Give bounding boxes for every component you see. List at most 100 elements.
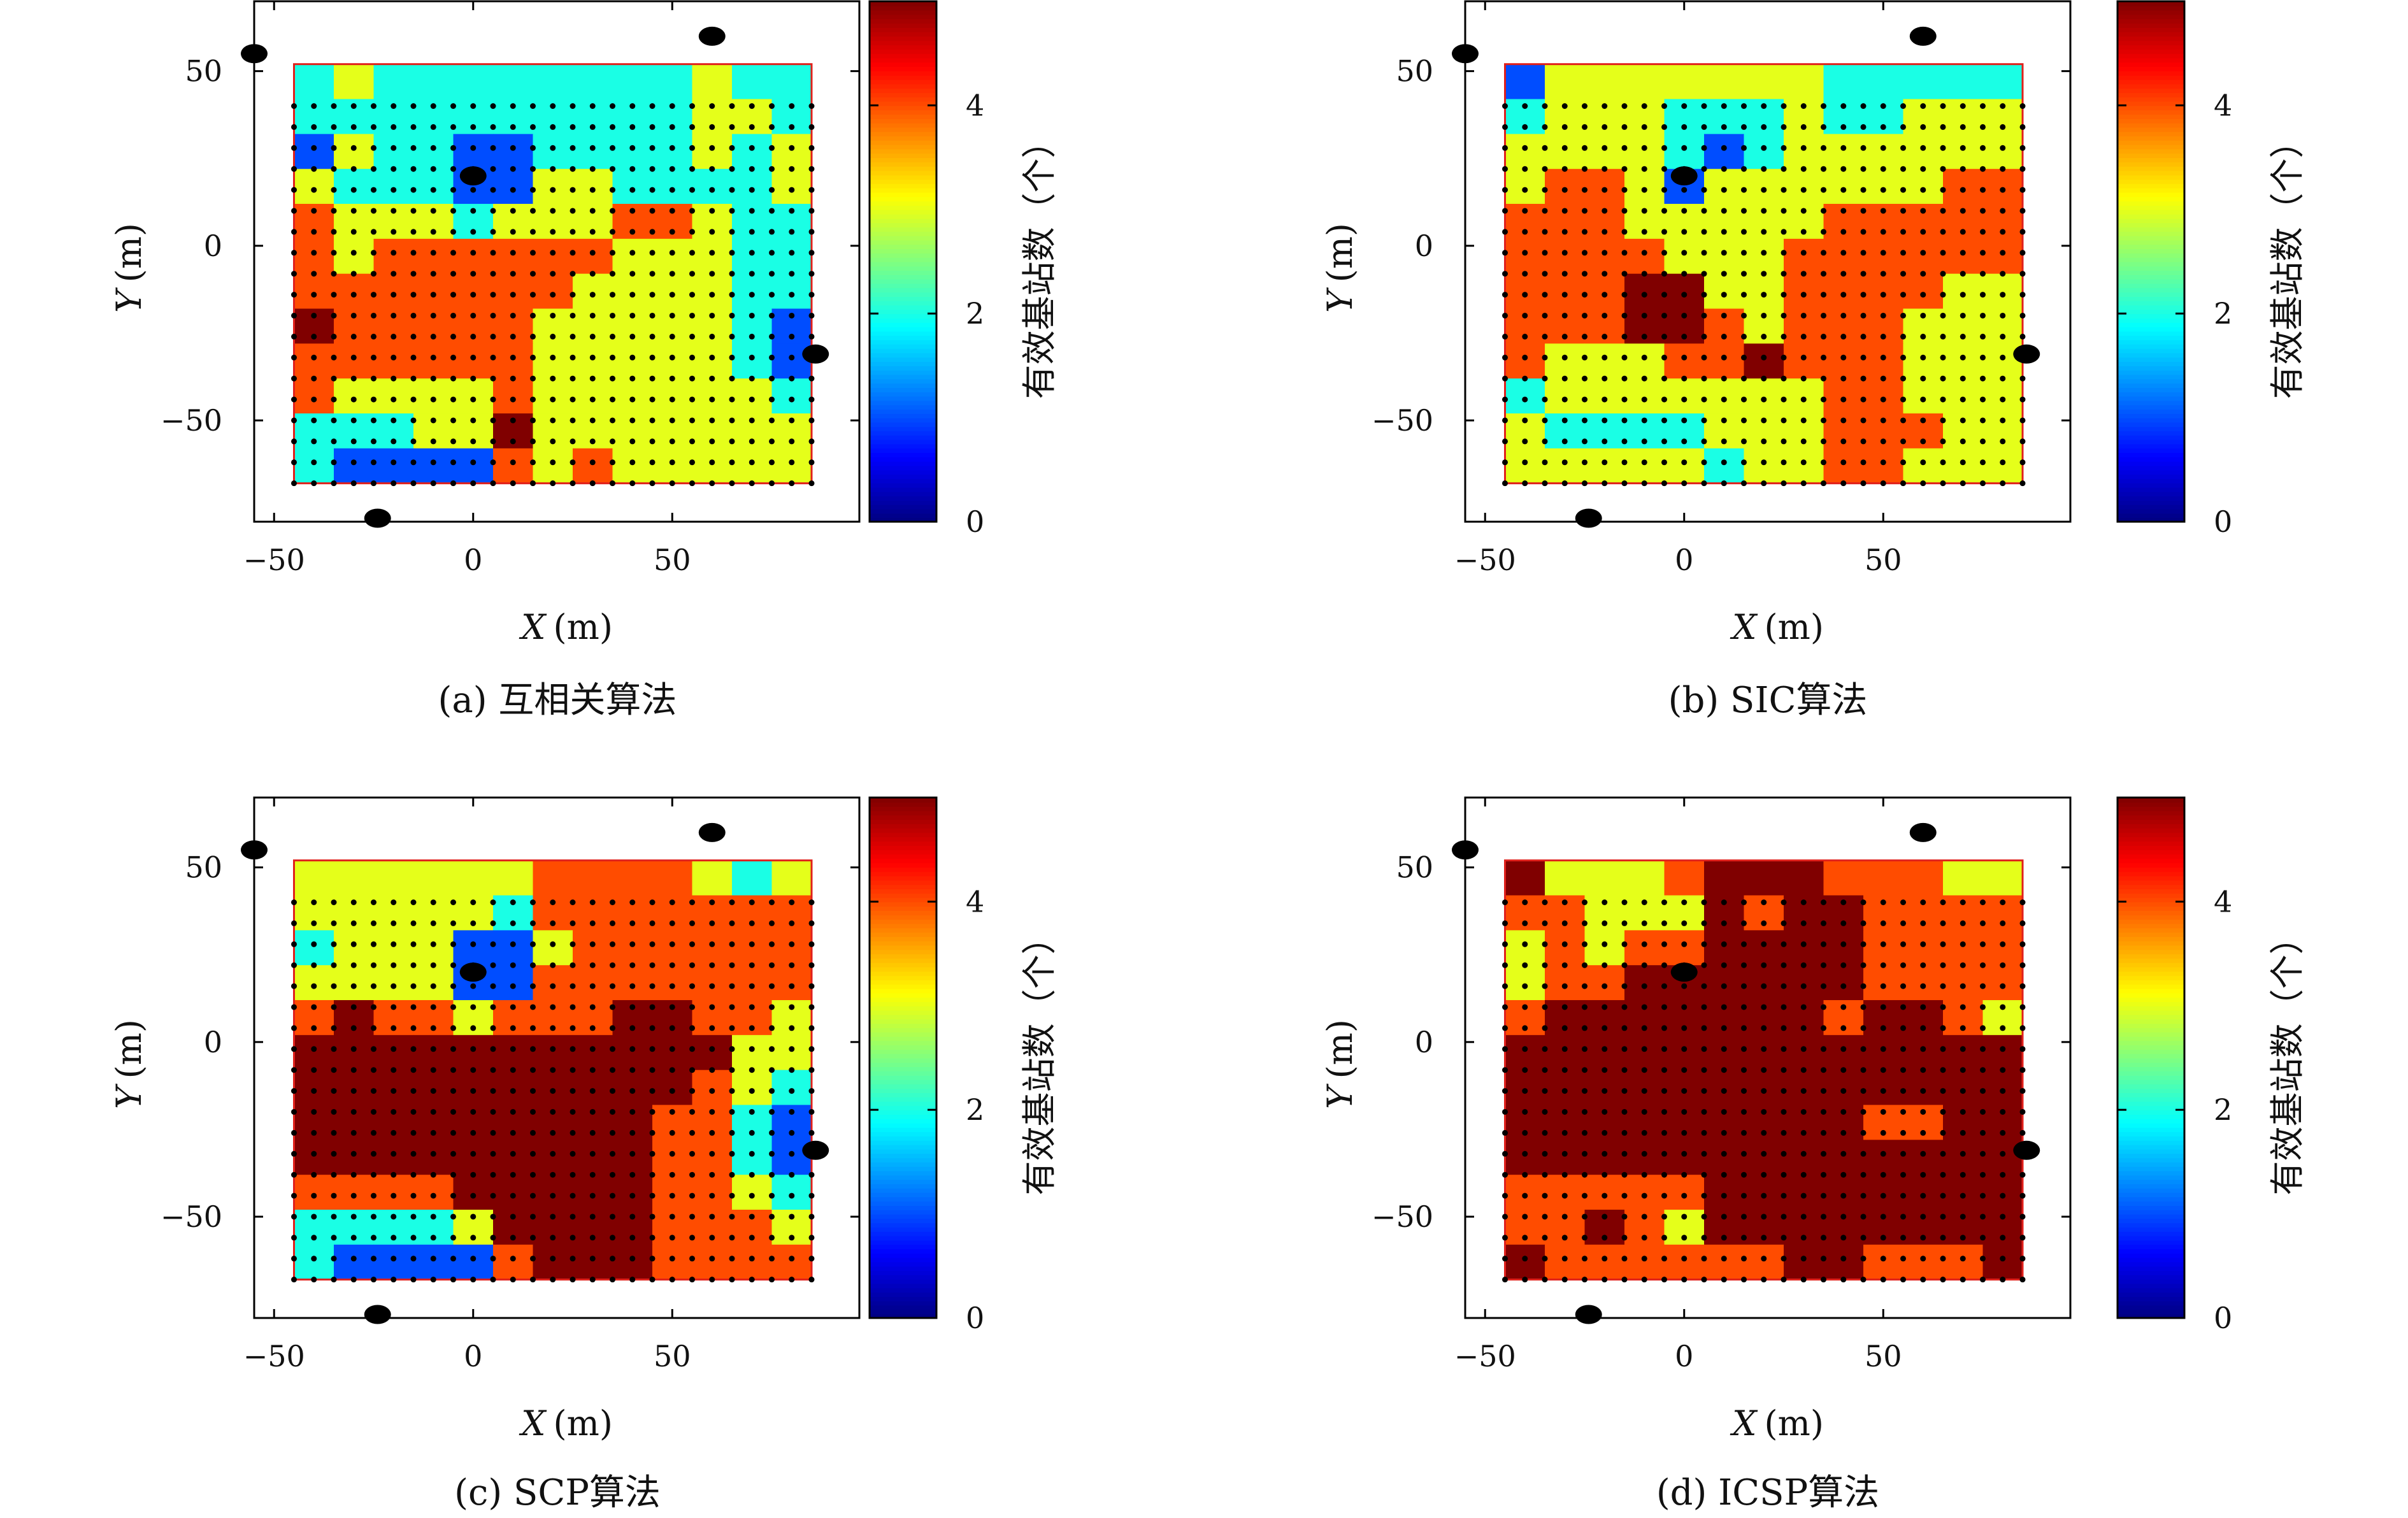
test-point bbox=[1821, 438, 1826, 445]
colorbar-frame bbox=[2116, 0, 2186, 523]
colorbar-segment bbox=[2118, 222, 2184, 228]
colorbar-segment bbox=[870, 979, 936, 985]
colorbar-segment bbox=[2118, 1092, 2184, 1098]
test-point bbox=[1980, 899, 1986, 905]
colorbar-segment bbox=[870, 1175, 936, 1180]
test-point bbox=[1542, 103, 1548, 109]
heatmap-cell bbox=[1505, 134, 1545, 169]
y-axis-label: Y(m) bbox=[1320, 1019, 1360, 1109]
test-point bbox=[1561, 312, 1568, 319]
test-point bbox=[291, 1150, 297, 1157]
colorbar-segment bbox=[2118, 218, 2184, 224]
test-point bbox=[2000, 229, 2006, 235]
colorbar-segment bbox=[870, 819, 936, 824]
test-point bbox=[1960, 1108, 1966, 1115]
test-point bbox=[1761, 480, 1767, 487]
test-point bbox=[391, 292, 397, 298]
colorbar-segment bbox=[2118, 966, 2184, 972]
test-point bbox=[1542, 1025, 1548, 1031]
heatmap-cell bbox=[1505, 238, 1545, 275]
test-point bbox=[1800, 229, 1807, 235]
colorbar-segment bbox=[870, 962, 936, 968]
test-point bbox=[1940, 1108, 1946, 1115]
test-point bbox=[510, 187, 516, 193]
test-point bbox=[450, 1004, 456, 1010]
test-point bbox=[1880, 1046, 1886, 1052]
test-point bbox=[371, 1088, 376, 1094]
test-point bbox=[1621, 396, 1628, 403]
test-point bbox=[1701, 187, 1707, 193]
test-point bbox=[1960, 480, 1966, 487]
plot-frame bbox=[253, 0, 861, 523]
test-point bbox=[1960, 1067, 1966, 1073]
heatmap-cell bbox=[1664, 1070, 1705, 1106]
heatmap-cell bbox=[493, 1070, 534, 1106]
colorbar-segment bbox=[870, 148, 936, 154]
test-point bbox=[669, 920, 675, 926]
colorbar-segment bbox=[2118, 1088, 2184, 1093]
heatmap-cell bbox=[1584, 1070, 1625, 1106]
heatmap-cell bbox=[493, 965, 534, 1001]
test-point bbox=[2019, 1235, 2026, 1241]
test-point bbox=[669, 1067, 675, 1073]
colorbar-segment bbox=[870, 434, 936, 440]
test-point bbox=[311, 983, 317, 989]
test-point bbox=[629, 438, 636, 445]
test-point bbox=[729, 375, 735, 382]
test-point bbox=[649, 920, 656, 926]
test-point bbox=[350, 1192, 357, 1199]
test-point bbox=[1920, 312, 1926, 319]
heatmap-cell bbox=[1903, 134, 1944, 169]
test-point bbox=[769, 229, 775, 235]
test-point bbox=[490, 920, 496, 926]
colorbar-tick-label: 4 bbox=[966, 88, 984, 122]
test-point bbox=[550, 103, 556, 109]
test-point bbox=[530, 1046, 536, 1052]
colorbar-segment bbox=[2118, 1270, 2184, 1275]
test-point bbox=[1761, 920, 1767, 926]
test-point bbox=[350, 1256, 357, 1262]
test-point bbox=[610, 1192, 615, 1199]
test-point bbox=[410, 417, 417, 424]
test-point bbox=[1980, 962, 1986, 968]
colorbar-segment bbox=[2118, 18, 2184, 24]
heatmap-cell bbox=[1704, 1244, 1745, 1280]
test-point bbox=[1701, 1025, 1707, 1031]
base-station-marker bbox=[2013, 1140, 2040, 1160]
test-point bbox=[1781, 983, 1787, 989]
test-point bbox=[470, 1256, 477, 1262]
test-point bbox=[1661, 1256, 1667, 1262]
test-point bbox=[1880, 920, 1886, 926]
colorbar-segment bbox=[2118, 1292, 2184, 1297]
colorbar-segment bbox=[870, 31, 936, 37]
colorbar-segment bbox=[2118, 45, 2184, 50]
test-point bbox=[1542, 145, 1548, 151]
test-point bbox=[689, 962, 695, 968]
test-point bbox=[610, 1088, 615, 1094]
heatmap-cell bbox=[612, 1244, 653, 1280]
test-point bbox=[1761, 145, 1767, 151]
colorbar-segment bbox=[870, 945, 936, 950]
test-point bbox=[689, 1108, 695, 1115]
test-point bbox=[1721, 1108, 1727, 1115]
heatmap-cell bbox=[573, 448, 613, 484]
test-point bbox=[749, 250, 755, 256]
test-point bbox=[589, 229, 596, 235]
heatmap-cell bbox=[1863, 343, 1904, 379]
test-point bbox=[450, 333, 456, 340]
test-point bbox=[1561, 208, 1568, 214]
colorbar-segment bbox=[870, 161, 936, 167]
test-point bbox=[1960, 208, 1966, 214]
colorbar-segment bbox=[870, 387, 936, 392]
test-point bbox=[2019, 166, 2026, 172]
colorbar-segment bbox=[2118, 318, 2184, 323]
test-point bbox=[1621, 1025, 1628, 1031]
test-point bbox=[291, 417, 297, 424]
test-point bbox=[709, 459, 715, 466]
test-point bbox=[689, 1192, 695, 1199]
heatmap-cell bbox=[373, 1244, 414, 1280]
colorbar-segment bbox=[870, 1205, 936, 1210]
test-point bbox=[1940, 899, 1946, 905]
test-point bbox=[1561, 103, 1568, 109]
test-point bbox=[2019, 1108, 2026, 1115]
